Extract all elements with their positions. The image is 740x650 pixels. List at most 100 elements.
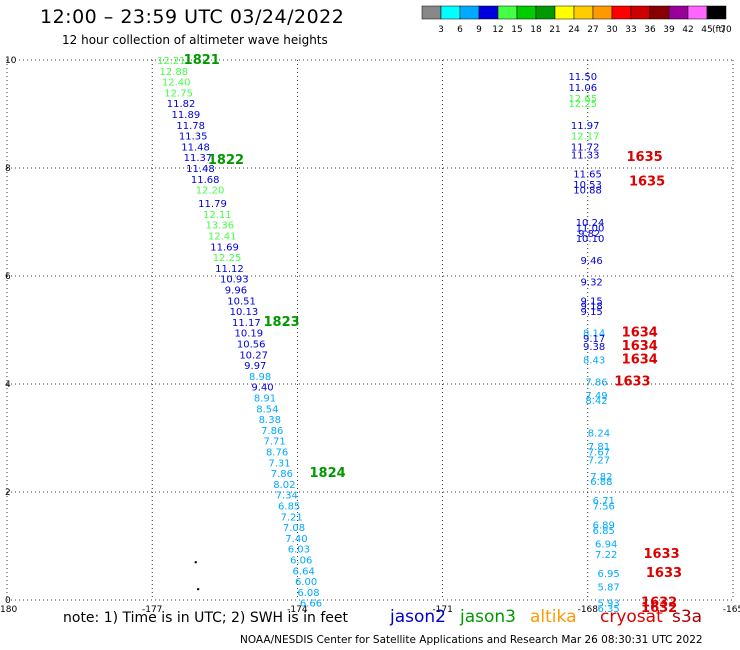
wave-height-label: 11.35 bbox=[179, 132, 208, 143]
wave-height-label: 11.69 bbox=[210, 242, 239, 253]
wave-height-label: 8.14 bbox=[583, 329, 605, 340]
scale-label: 15 bbox=[511, 25, 522, 35]
time-label: 1632 bbox=[641, 601, 677, 616]
wave-height-label: 8.98 bbox=[249, 372, 271, 383]
wave-height-label: 8.38 bbox=[259, 415, 281, 426]
wave-height-label: 7.27 bbox=[588, 456, 610, 467]
wave-height-label: 6.06 bbox=[290, 556, 312, 567]
x-tick-label: -177 bbox=[142, 605, 162, 615]
wave-height-label: 6.95 bbox=[597, 569, 619, 580]
y-tick-label: 2 bbox=[5, 488, 11, 498]
wave-height-label: 11.97 bbox=[571, 121, 600, 132]
wave-height-label: 7.67 bbox=[588, 448, 610, 459]
wave-height-label: 10.53 bbox=[573, 180, 602, 191]
wave-height-label: 13.36 bbox=[205, 221, 234, 232]
wave-height-label: 7.21 bbox=[280, 512, 302, 523]
scale-label: 42 bbox=[682, 25, 693, 35]
wave-height-label: 12.41 bbox=[208, 232, 237, 243]
x-tick-label: -180 bbox=[0, 605, 17, 615]
legend-cryosat: cryosat bbox=[600, 607, 663, 627]
x-tick-label: -165 bbox=[723, 605, 740, 615]
time-label: 1634 bbox=[622, 326, 658, 341]
wave-height-label: 11.48 bbox=[181, 142, 210, 153]
wave-height-label: 8.76 bbox=[266, 448, 288, 459]
time-label: 1635 bbox=[627, 150, 663, 165]
wave-height-label: 9.40 bbox=[251, 383, 273, 394]
wave-height-label: 6.89 bbox=[593, 520, 615, 531]
wave-height-label: 9.97 bbox=[244, 361, 266, 372]
wave-height-label: 11.33 bbox=[571, 151, 600, 162]
wave-height-label: 10.51 bbox=[227, 296, 256, 307]
y-tick-label: 0 bbox=[5, 596, 11, 606]
scale-label: 36 bbox=[644, 25, 656, 35]
wave-height-label: 7.08 bbox=[283, 523, 305, 534]
y-tick-label: 4 bbox=[5, 380, 11, 390]
wave-height-label: 10.13 bbox=[230, 307, 259, 318]
wave-height-label: 9.15 bbox=[581, 307, 603, 318]
wave-height-label: 12.25 bbox=[213, 253, 242, 264]
x-tick-label: -171 bbox=[432, 605, 452, 615]
scale-label: 27 bbox=[587, 25, 598, 35]
wave-height-label: 11.65 bbox=[573, 169, 602, 180]
scale-label: 6 bbox=[457, 25, 463, 35]
wave-height-label: 11.82 bbox=[167, 99, 196, 110]
scale-label: 18 bbox=[530, 25, 542, 35]
scale-label: 21 bbox=[549, 25, 560, 35]
point-marker bbox=[194, 561, 197, 564]
wave-height-label: 11.17 bbox=[232, 318, 261, 329]
wave-height-label: 11.78 bbox=[176, 121, 205, 132]
wave-height-label: 11.68 bbox=[191, 175, 220, 186]
scale-unit: (ft) bbox=[712, 25, 726, 35]
wave-height-label: 6.94 bbox=[595, 539, 617, 550]
x-tick-label: -174 bbox=[287, 605, 308, 615]
wave-height-label: 9.32 bbox=[581, 277, 603, 288]
wave-height-label: 7.34 bbox=[276, 491, 298, 502]
scale-label: 12 bbox=[492, 25, 503, 35]
chart-title: 12:00 – 23:59 UTC 03/24/2022 bbox=[40, 6, 345, 28]
time-label: 1824 bbox=[310, 466, 346, 481]
wave-height-label: 10.19 bbox=[234, 329, 263, 340]
wave-height-label: 12.88 bbox=[159, 67, 188, 78]
wave-height-label: 9.46 bbox=[581, 256, 603, 267]
wave-height-label: 10.88 bbox=[573, 186, 602, 197]
legend-altika: altika bbox=[530, 607, 577, 627]
wave-height-label: 11.89 bbox=[172, 110, 201, 121]
wave-height-label: 11.00 bbox=[576, 223, 605, 234]
wave-height-label: 7.56 bbox=[593, 502, 615, 513]
wave-height-label: 12.40 bbox=[162, 78, 191, 89]
wave-height-label: 10.24 bbox=[576, 218, 605, 229]
wave-height-label: 12.20 bbox=[196, 186, 225, 197]
chart-subtitle: 12 hour collection of altimeter wave hei… bbox=[62, 33, 328, 47]
y-tick-label: 6 bbox=[5, 272, 11, 282]
wave-height-label: 12.21 bbox=[157, 56, 186, 67]
time-label: 1823 bbox=[264, 315, 300, 330]
wave-height-label: 5.93 bbox=[597, 599, 619, 610]
wave-height-label: 10.56 bbox=[237, 340, 266, 351]
wave-height-label: 8.43 bbox=[583, 356, 605, 367]
wave-height-label: 7.49 bbox=[585, 391, 607, 402]
wave-height-label: 7.86 bbox=[271, 469, 293, 480]
wave-height-label: 6.66 bbox=[300, 599, 322, 610]
scale-swatch bbox=[706, 5, 727, 20]
wave-height-label: 9.96 bbox=[225, 286, 247, 297]
wave-height-label: 8.02 bbox=[273, 480, 295, 491]
scale-label: 45 bbox=[701, 25, 712, 35]
wave-height-label: 11.72 bbox=[571, 142, 600, 153]
scale-label: 9 bbox=[476, 25, 482, 35]
wave-height-label: 11.37 bbox=[184, 153, 213, 164]
wave-height-label: 7.86 bbox=[585, 377, 607, 388]
wave-height-label: 6.35 bbox=[597, 604, 619, 615]
footer-note: note: 1) Time is in UTC; 2) SWH is in fe… bbox=[63, 610, 349, 626]
wave-height-label: 8.91 bbox=[254, 394, 276, 405]
x-tick-label: -168 bbox=[578, 605, 599, 615]
wave-height-label: 9.17 bbox=[583, 334, 605, 345]
wave-height-label: 6.00 bbox=[295, 577, 317, 588]
wave-height-label: 10.93 bbox=[220, 275, 249, 286]
wave-height-label: 7.31 bbox=[268, 458, 290, 469]
wave-height-label: 7.71 bbox=[264, 437, 286, 448]
time-label: 1634 bbox=[622, 353, 658, 368]
legend-s3a: s3a bbox=[672, 607, 703, 627]
wave-height-label: 11.79 bbox=[198, 199, 227, 210]
wave-height-label: 12.11 bbox=[203, 210, 232, 221]
wave-height-label: 11.06 bbox=[568, 83, 597, 94]
